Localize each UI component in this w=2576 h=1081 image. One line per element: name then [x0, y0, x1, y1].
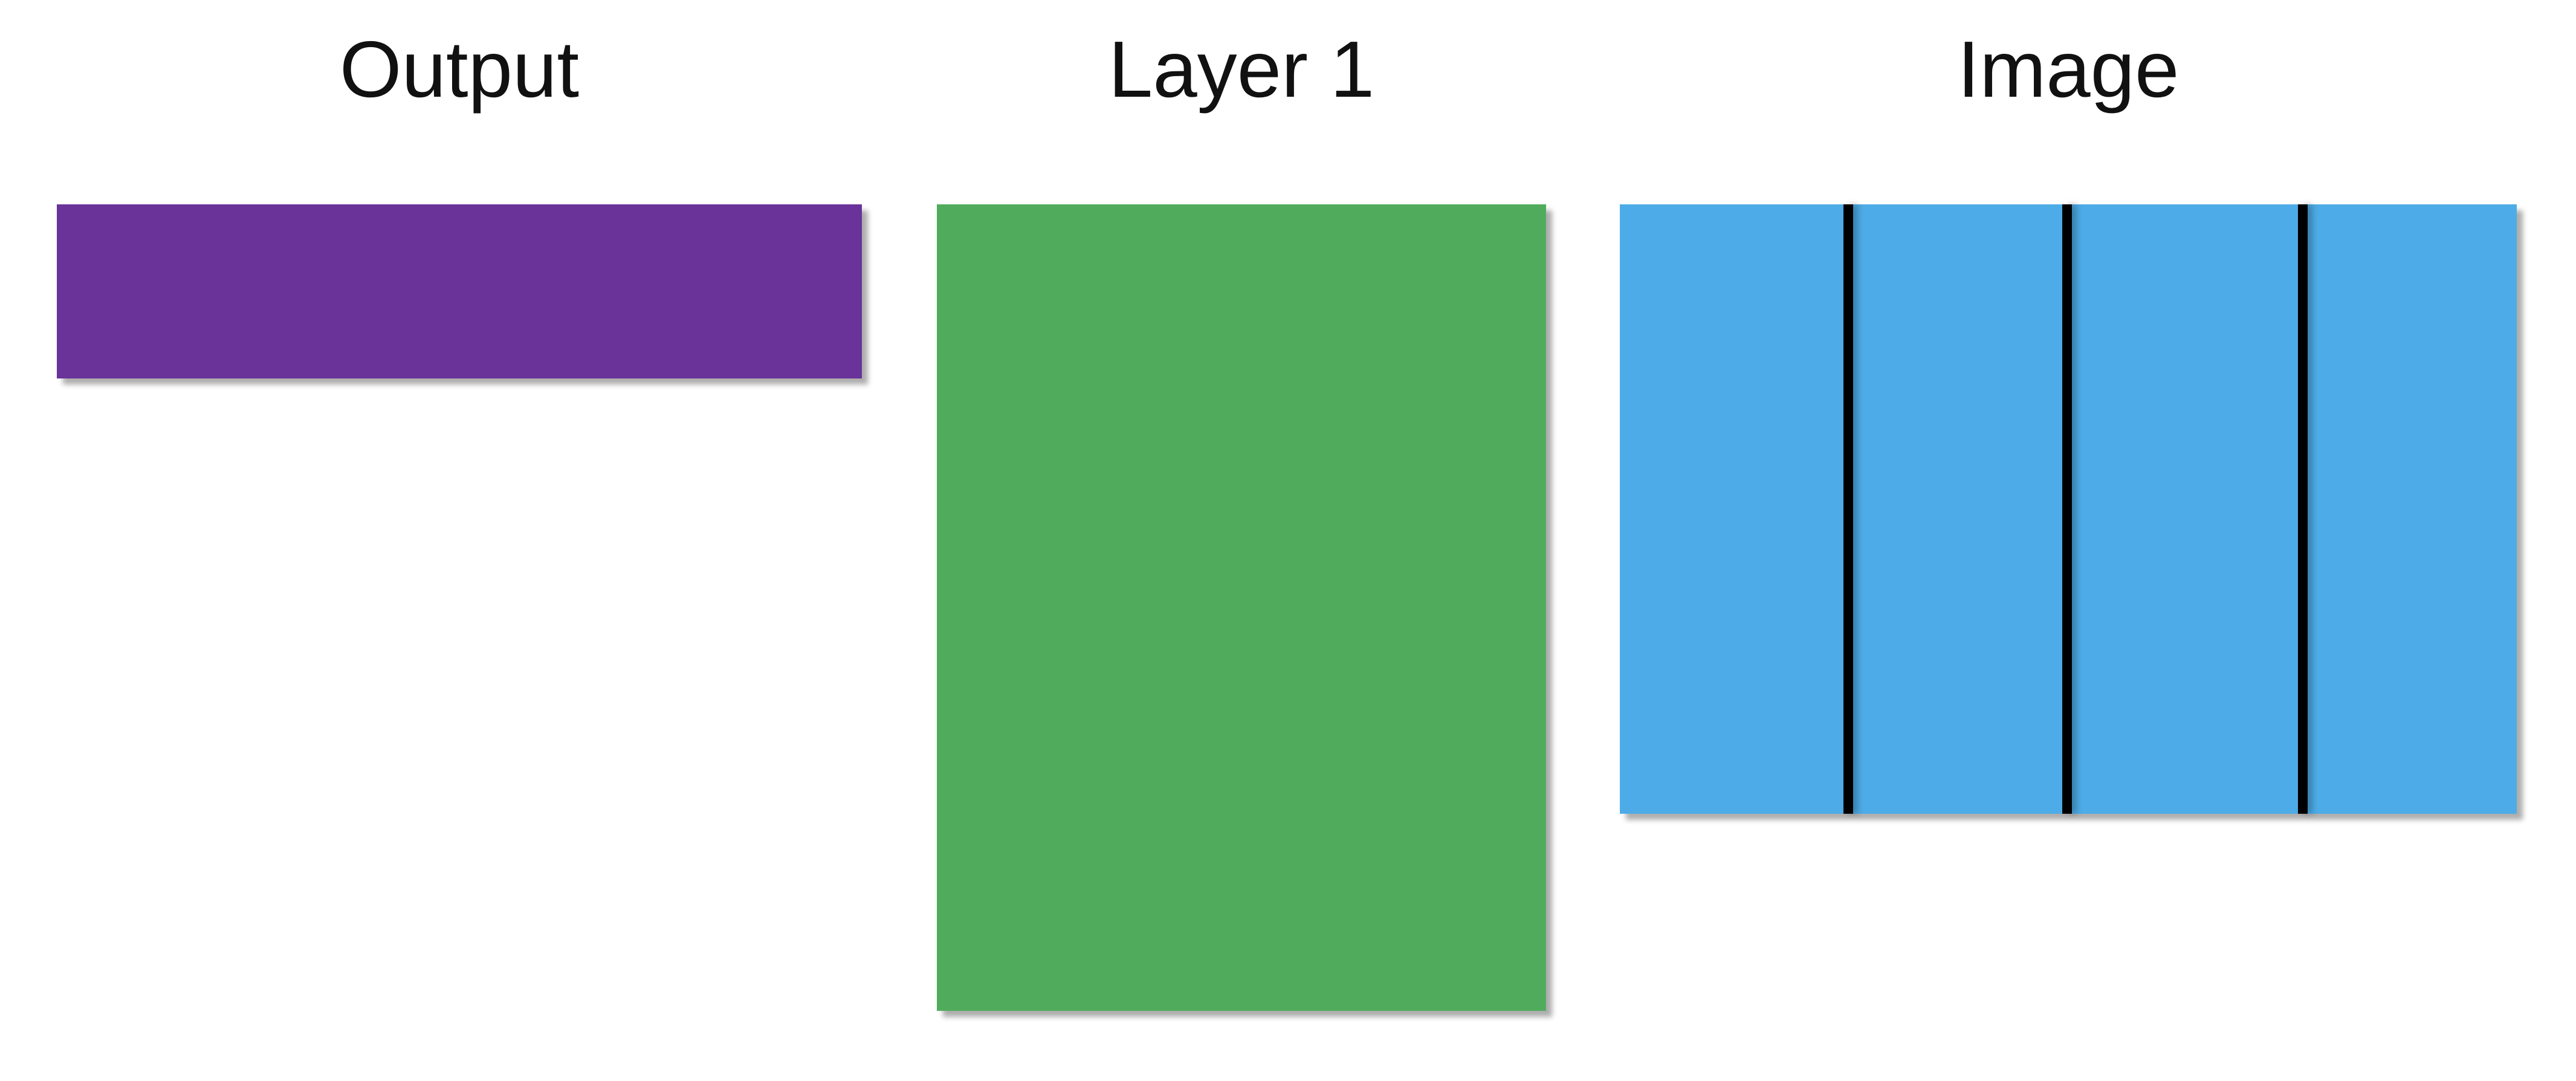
layer1-block	[937, 204, 1546, 1011]
layer1-title: Layer 1	[1108, 25, 1375, 114]
image-block	[1620, 204, 2517, 814]
image-segment-divider-1	[1843, 204, 1853, 814]
output-title: Output	[339, 25, 580, 114]
image-segment-divider-3	[2298, 204, 2308, 814]
image-title: Image	[1957, 25, 2180, 114]
image-segment-divider-2	[2062, 204, 2072, 814]
output-block	[57, 204, 862, 378]
